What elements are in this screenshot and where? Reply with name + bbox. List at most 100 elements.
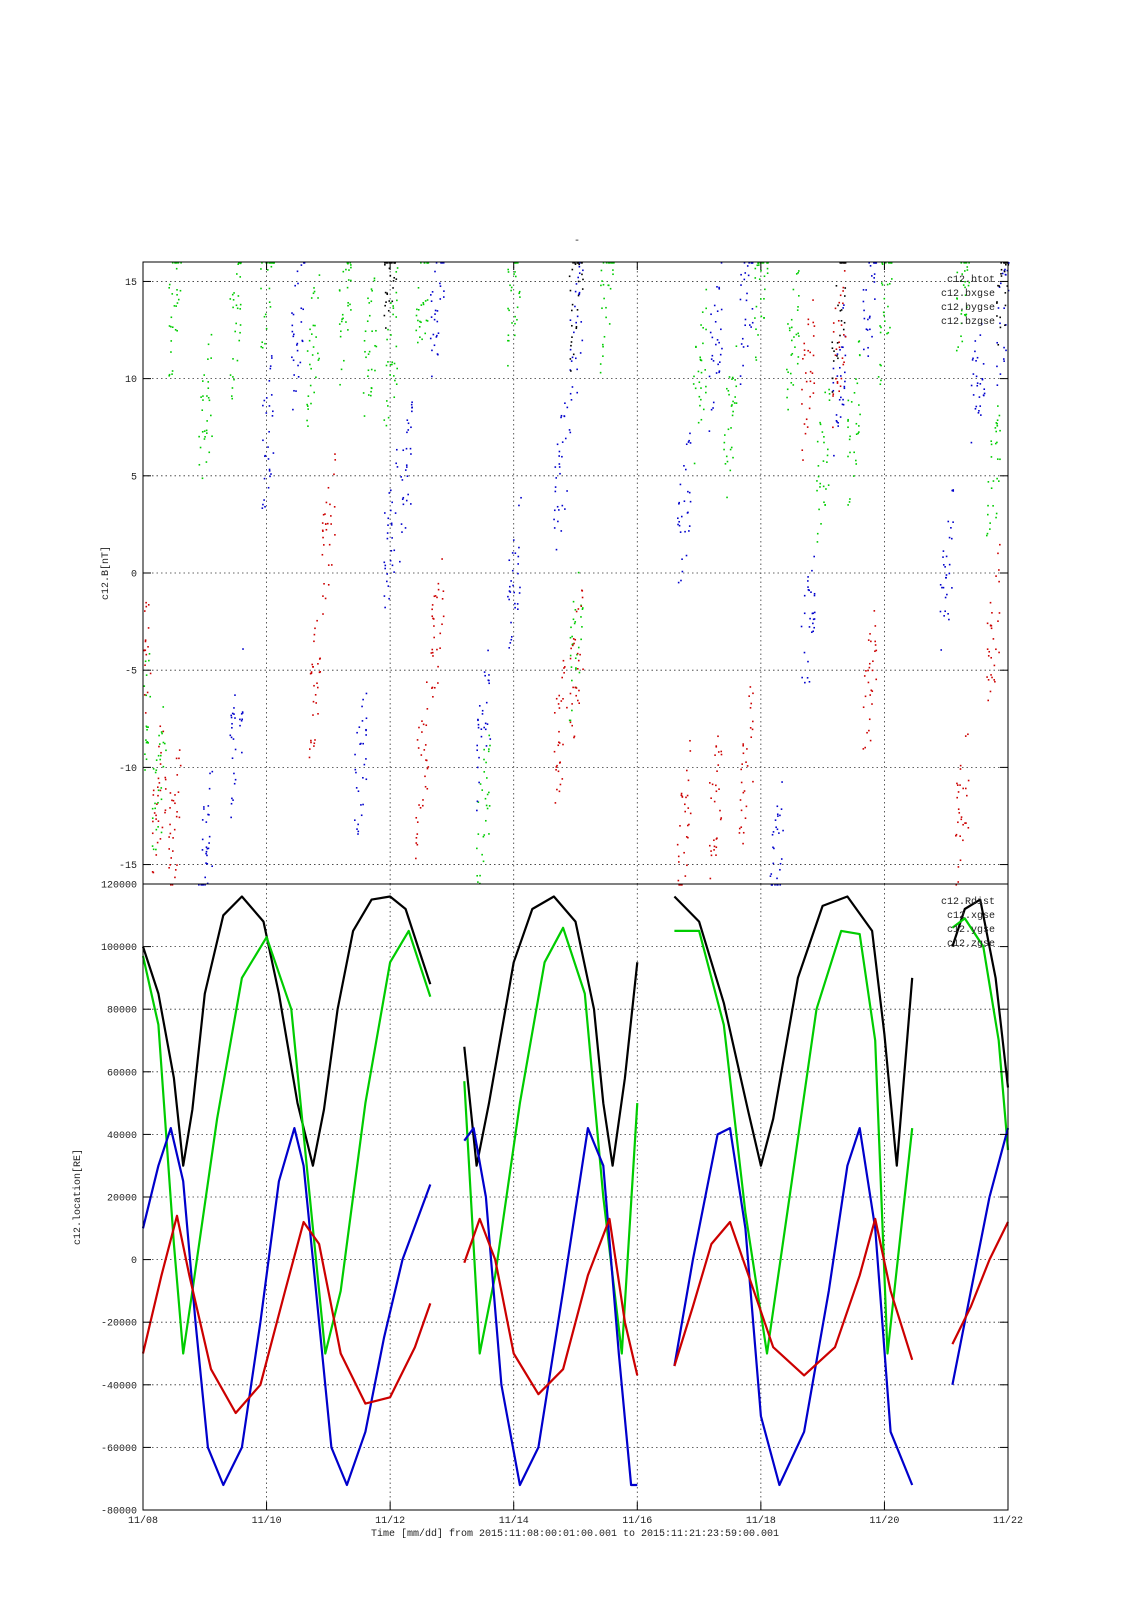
bfield-point bbox=[508, 559, 511, 562]
bfield-point bbox=[715, 745, 718, 747]
bfield-point bbox=[809, 380, 812, 383]
bfield-point bbox=[866, 731, 868, 734]
bfield-point bbox=[752, 720, 754, 723]
bfield-point bbox=[231, 757, 234, 760]
y-tick-label: 100000 bbox=[101, 943, 137, 954]
bfield-point bbox=[574, 357, 577, 360]
bfield-point bbox=[510, 580, 512, 582]
bfield-point bbox=[990, 487, 993, 490]
bfield-point bbox=[361, 705, 363, 708]
bfield-point bbox=[239, 718, 241, 721]
bfield-point bbox=[436, 310, 439, 312]
bfield-point bbox=[152, 789, 155, 792]
bfield-point bbox=[264, 313, 267, 316]
bfield-point bbox=[839, 385, 842, 388]
bfield-point bbox=[232, 799, 234, 801]
bfield-point bbox=[679, 825, 681, 827]
bfield-point bbox=[269, 367, 272, 370]
bfield-point bbox=[712, 401, 715, 404]
bfield-point bbox=[241, 712, 244, 714]
bfield-point bbox=[407, 493, 409, 496]
bfield-point bbox=[517, 608, 519, 611]
bfield-point bbox=[387, 309, 390, 312]
bfield-point bbox=[971, 359, 974, 361]
bfield-point bbox=[390, 334, 392, 336]
y-tick-label: 120000 bbox=[101, 881, 137, 892]
bfield-point bbox=[987, 481, 990, 483]
bfield-point bbox=[976, 384, 979, 387]
bfield-point bbox=[162, 706, 165, 708]
bfield-point bbox=[483, 726, 485, 729]
bfield-point bbox=[848, 501, 851, 503]
bfield-point bbox=[1007, 289, 1010, 292]
bfield-point bbox=[679, 483, 682, 486]
bfield-point bbox=[742, 752, 745, 755]
bfield-point bbox=[577, 571, 580, 574]
bfield-point bbox=[832, 395, 834, 397]
location-line-segment bbox=[141, 929, 432, 1355]
bfield-point bbox=[575, 687, 578, 689]
bfield-point bbox=[312, 346, 315, 348]
bfield-point bbox=[564, 437, 567, 440]
bfield-point bbox=[880, 282, 883, 284]
bfield-point bbox=[862, 706, 865, 709]
bfield-point bbox=[410, 403, 413, 406]
bfield-point bbox=[700, 324, 702, 326]
bfield-point bbox=[173, 828, 176, 831]
bfield-point bbox=[177, 262, 180, 264]
bfield-point bbox=[266, 269, 269, 271]
bfield-point bbox=[317, 352, 319, 355]
bfield-point bbox=[175, 815, 178, 818]
bfield-point bbox=[384, 567, 386, 570]
bfield-point bbox=[985, 534, 988, 537]
bfield-point bbox=[975, 375, 978, 378]
bfield-point bbox=[395, 345, 398, 348]
bfield-point bbox=[383, 595, 386, 597]
bfield-point bbox=[476, 766, 479, 769]
legend-entry: c12.ygse bbox=[947, 925, 995, 936]
bfield-point bbox=[831, 347, 834, 350]
bfield-point bbox=[507, 339, 510, 342]
bfield-point bbox=[847, 420, 849, 422]
bfield-point bbox=[824, 391, 827, 394]
bfield-point bbox=[310, 741, 312, 744]
bfield-point bbox=[811, 631, 813, 633]
bfield-point bbox=[570, 666, 573, 668]
bfield-point bbox=[417, 747, 420, 749]
bfield-point bbox=[164, 809, 167, 812]
bfield-point bbox=[957, 866, 960, 868]
bfield-point bbox=[883, 297, 886, 300]
bfield-point bbox=[319, 671, 322, 673]
bfield-point bbox=[426, 767, 429, 770]
bfield-point bbox=[268, 468, 271, 471]
bfield-point bbox=[890, 262, 893, 264]
bfield-point bbox=[430, 316, 433, 318]
bfield-point bbox=[847, 504, 849, 506]
bfield-point bbox=[442, 615, 445, 618]
bfield-point bbox=[812, 612, 814, 615]
bfield-point bbox=[746, 265, 749, 267]
bfield-point bbox=[364, 350, 366, 353]
bfield-point bbox=[740, 768, 743, 771]
bfield-point bbox=[574, 657, 577, 660]
bfield-point bbox=[328, 543, 331, 546]
bfield-point bbox=[836, 342, 839, 344]
bfield-point bbox=[206, 862, 209, 865]
bfield-point bbox=[832, 322, 835, 324]
bfield-point bbox=[848, 438, 851, 441]
bfield-point bbox=[509, 585, 511, 588]
bfield-point bbox=[828, 388, 830, 391]
bfield-point bbox=[171, 799, 173, 802]
bfield-point bbox=[873, 262, 876, 264]
bfield-point bbox=[410, 503, 412, 505]
bfield-point bbox=[265, 327, 268, 330]
bfield-point bbox=[802, 357, 804, 360]
bfield-point bbox=[177, 791, 180, 793]
bfield-point bbox=[871, 669, 874, 672]
bfield-point bbox=[400, 476, 402, 478]
bfield-point bbox=[855, 422, 858, 425]
bfield-point bbox=[405, 464, 408, 466]
bfield-point bbox=[704, 369, 707, 371]
bfield-point bbox=[205, 846, 208, 848]
bfield-point bbox=[960, 309, 963, 312]
